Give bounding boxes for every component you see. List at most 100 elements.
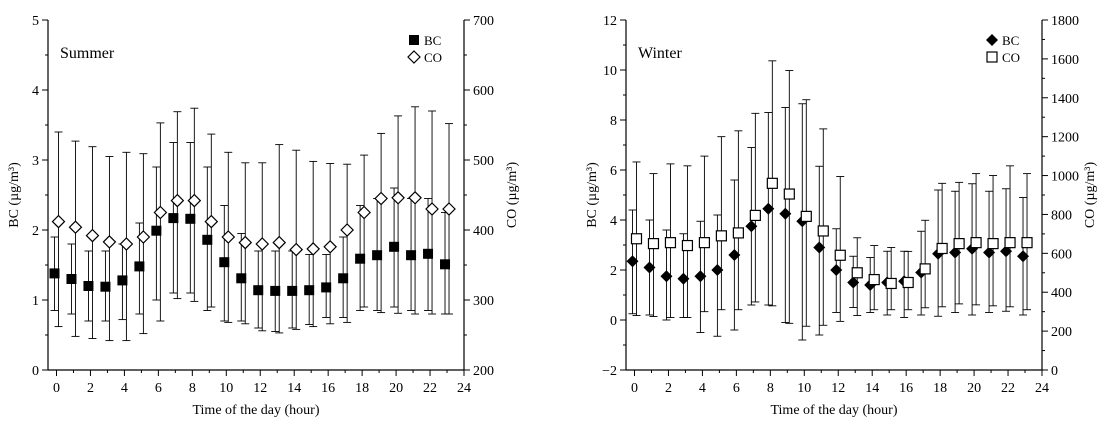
data-point-co xyxy=(970,237,982,249)
data-point-bc xyxy=(847,276,860,289)
y-left-tick-label: 10 xyxy=(603,64,617,79)
panel-label: Winter xyxy=(638,45,682,62)
data-point-bc xyxy=(117,275,128,286)
data-point-bc xyxy=(100,281,111,292)
data-point-co xyxy=(238,235,253,250)
x-tick-label: 20 xyxy=(389,381,403,396)
data-point-co xyxy=(272,235,287,250)
series-co-errorbars xyxy=(54,106,454,342)
x-tick-label: 8 xyxy=(767,381,774,396)
data-point-co xyxy=(647,238,660,250)
data-point-bc xyxy=(949,246,962,259)
y-right-tick-label: 600 xyxy=(473,84,494,99)
data-point-co xyxy=(834,249,846,261)
data-point-co xyxy=(170,193,185,208)
x-axis-title: Time of the day (hour) xyxy=(192,403,319,418)
data-point-bc xyxy=(304,285,315,296)
data-point-co xyxy=(391,190,405,205)
y-left-tick-label: 4 xyxy=(32,84,39,99)
data-point-co xyxy=(630,233,643,245)
data-point-bc xyxy=(423,248,434,259)
y-left-tick-label: 0 xyxy=(32,364,39,379)
data-point-co xyxy=(1004,237,1016,249)
series-co-points xyxy=(630,177,1033,290)
y-left-tick-label: 2 xyxy=(610,264,617,279)
data-point-co xyxy=(783,188,795,200)
y-right-tick-label: 0 xyxy=(1051,364,1058,379)
y-right-tick-label: 1000 xyxy=(1051,170,1079,185)
legend-marker-bc xyxy=(409,35,419,45)
y-left-tick-label: 5 xyxy=(32,14,39,29)
data-point-co xyxy=(1021,237,1033,249)
data-point-co xyxy=(374,191,388,206)
x-tick-label: 16 xyxy=(899,381,913,396)
data-point-bc xyxy=(643,261,656,274)
data-point-co xyxy=(732,227,744,239)
data-point-co xyxy=(800,210,812,222)
legend: BC CO xyxy=(407,33,442,65)
y-right-tick-label: 500 xyxy=(473,154,494,169)
winter-panel: 0 2 4 6 8 10 12 14 16 18 20 22 24−202468101202004006… xyxy=(585,14,1098,418)
y-left-tick-label: 12 xyxy=(603,14,617,29)
data-point-co xyxy=(306,242,321,256)
data-point-bc xyxy=(406,250,417,261)
x-tick-label: 2 xyxy=(665,381,672,396)
y-left-tick-label: 3 xyxy=(32,154,39,169)
data-point-co xyxy=(425,202,439,216)
data-point-bc xyxy=(151,225,162,236)
x-tick-label: 12 xyxy=(831,381,845,396)
legend-marker-bc xyxy=(986,34,998,46)
legend-marker-co xyxy=(407,50,421,64)
x-tick-label: 8 xyxy=(189,381,196,396)
y-right-axis-title: CO (µg/m³) xyxy=(1083,162,1098,229)
x-tick-label: 20 xyxy=(967,381,981,396)
y-right-tick-label: 300 xyxy=(473,294,494,309)
data-point-bc xyxy=(134,261,145,272)
data-point-bc xyxy=(202,234,213,245)
x-tick-label: 16 xyxy=(321,381,335,396)
data-point-co xyxy=(664,237,677,249)
legend-label-co: CO xyxy=(424,50,442,65)
data-point-bc xyxy=(49,268,60,279)
y-left-tick-label: 0 xyxy=(610,314,617,329)
data-point-co xyxy=(868,273,880,286)
data-point-bc xyxy=(389,241,400,252)
x-tick-label: 22 xyxy=(1001,381,1015,396)
data-point-bc xyxy=(728,249,741,261)
data-point-co xyxy=(749,209,761,222)
y-right-tick-label: 400 xyxy=(473,224,494,239)
x-tick-label: 22 xyxy=(423,381,437,396)
x-tick-label: 4 xyxy=(699,381,706,396)
y-right-tick-label: 1400 xyxy=(1051,92,1079,107)
x-tick-label: 18 xyxy=(933,381,947,396)
data-point-bc xyxy=(355,253,366,264)
data-point-co xyxy=(85,228,100,243)
x-tick-label: 6 xyxy=(733,381,740,396)
y-right-tick-label: 200 xyxy=(1051,325,1072,340)
data-point-co xyxy=(715,230,727,242)
data-point-co xyxy=(68,220,83,235)
x-tick-label: 2 xyxy=(87,381,94,396)
data-point-bc xyxy=(168,213,179,224)
data-point-bc xyxy=(1017,250,1030,263)
data-point-bc xyxy=(830,264,843,276)
data-point-co xyxy=(136,230,151,244)
data-point-bc xyxy=(66,274,77,284)
data-point-co xyxy=(289,242,304,257)
y-right-tick-label: 200 xyxy=(473,364,494,379)
data-point-co xyxy=(204,214,219,229)
legend-label-bc: BC xyxy=(1002,33,1019,48)
x-tick-label: 14 xyxy=(865,381,879,396)
data-point-bc xyxy=(677,272,690,285)
y-left-tick-label: 6 xyxy=(610,164,617,179)
x-tick-label: 24 xyxy=(457,381,471,396)
series-bc-errorbars xyxy=(628,103,1028,341)
x-tick-label: 10 xyxy=(219,381,233,396)
x-tick-label: 18 xyxy=(355,381,369,396)
y-left-axis-title: BC (µg/m³) xyxy=(585,162,600,228)
y-left-axis-title: BC (µg/m³) xyxy=(7,162,22,228)
data-point-co xyxy=(102,235,117,249)
data-point-bc xyxy=(711,264,724,276)
x-axis-title: Time of the day (hour) xyxy=(770,403,897,418)
